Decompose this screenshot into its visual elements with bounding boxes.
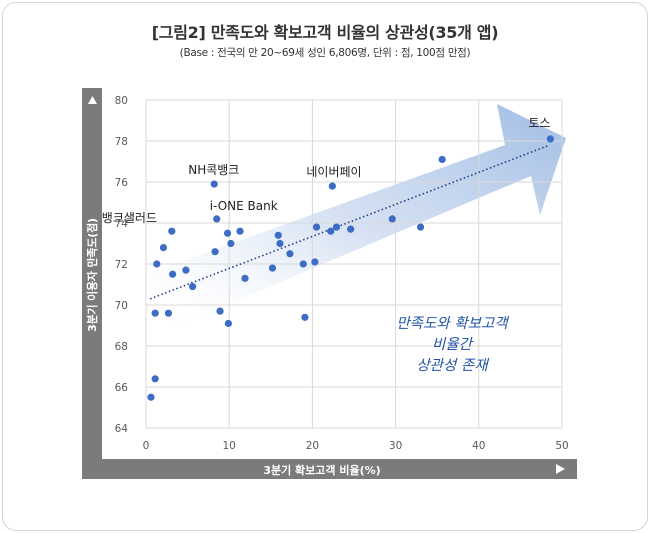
y-tick-label: 66	[115, 382, 129, 394]
data-point	[153, 260, 161, 268]
data-point	[546, 135, 554, 143]
data-point	[312, 223, 321, 231]
x-axis-right-arrow-icon	[556, 464, 565, 474]
data-point	[276, 239, 284, 248]
data-point	[241, 274, 249, 282]
data-point	[168, 227, 176, 235]
point-annotation: 뱅크샐러드	[102, 211, 157, 225]
data-point	[311, 258, 319, 266]
data-point	[216, 307, 224, 315]
y-tick-label: 74	[115, 218, 129, 230]
x-tick-label: 20	[306, 440, 319, 452]
y-axis-bar	[82, 88, 102, 478]
data-point	[347, 225, 355, 233]
point-annotation: NH콕뱅크	[188, 163, 239, 177]
y-tick-label: 78	[115, 136, 128, 148]
data-point	[236, 227, 244, 235]
data-point	[147, 393, 155, 401]
data-point	[224, 319, 232, 328]
callout-text-line: 상관성 존재	[416, 358, 489, 374]
x-tick-label: 40	[472, 440, 485, 452]
y-tick-label: 70	[115, 300, 128, 312]
y-axis-up-arrow-icon	[88, 96, 97, 104]
x-tick-label: 10	[223, 440, 236, 452]
x-tick-label: 50	[555, 440, 568, 452]
y-tick-label: 76	[115, 177, 129, 189]
y-tick-label: 80	[115, 95, 128, 107]
data-point	[327, 227, 335, 235]
data-point	[328, 182, 336, 190]
data-point	[188, 282, 197, 291]
x-axis-label: 3분기 확보고객 비율(%)	[263, 464, 381, 477]
data-point	[268, 264, 277, 272]
data-point	[416, 223, 425, 231]
chart-title: [그림2] 만족도와 확보고객 비율의 상관성(35개 앱)	[151, 23, 499, 42]
data-point	[182, 266, 190, 274]
data-point	[286, 250, 294, 258]
callout-text-line: 만족도와 확보고객	[396, 315, 509, 332]
data-point	[332, 223, 341, 231]
data-point	[159, 244, 168, 252]
data-point	[223, 229, 232, 237]
y-tick-label: 68	[115, 341, 128, 353]
data-point	[210, 180, 218, 188]
data-point	[388, 215, 396, 223]
trend-arrow-shape	[150, 104, 566, 332]
data-point	[299, 260, 307, 268]
point-annotation: i-ONE Bank	[210, 199, 278, 213]
data-point	[227, 239, 235, 248]
x-tick-label: 0	[143, 440, 150, 452]
data-point	[438, 155, 446, 164]
data-point	[301, 313, 309, 321]
x-tick-label: 30	[389, 440, 402, 452]
chart-subtitle: (Base : 전국의 만 20~69세 성인 6,806명, 단위 : 점, …	[179, 47, 471, 59]
point-annotation: 네이버페이	[306, 165, 361, 179]
y-tick-label: 64	[115, 423, 129, 435]
x-axis-bar	[82, 459, 577, 479]
data-point	[151, 309, 159, 317]
data-point	[274, 231, 282, 239]
data-point	[164, 309, 173, 317]
y-tick-label: 72	[115, 259, 128, 271]
data-point	[169, 270, 177, 278]
point-annotation: 토스	[528, 116, 550, 130]
data-point	[211, 248, 219, 256]
trendline	[149, 144, 550, 300]
data-point	[213, 215, 221, 223]
callout-text-line: 비율간	[432, 337, 474, 353]
data-point	[151, 375, 159, 383]
